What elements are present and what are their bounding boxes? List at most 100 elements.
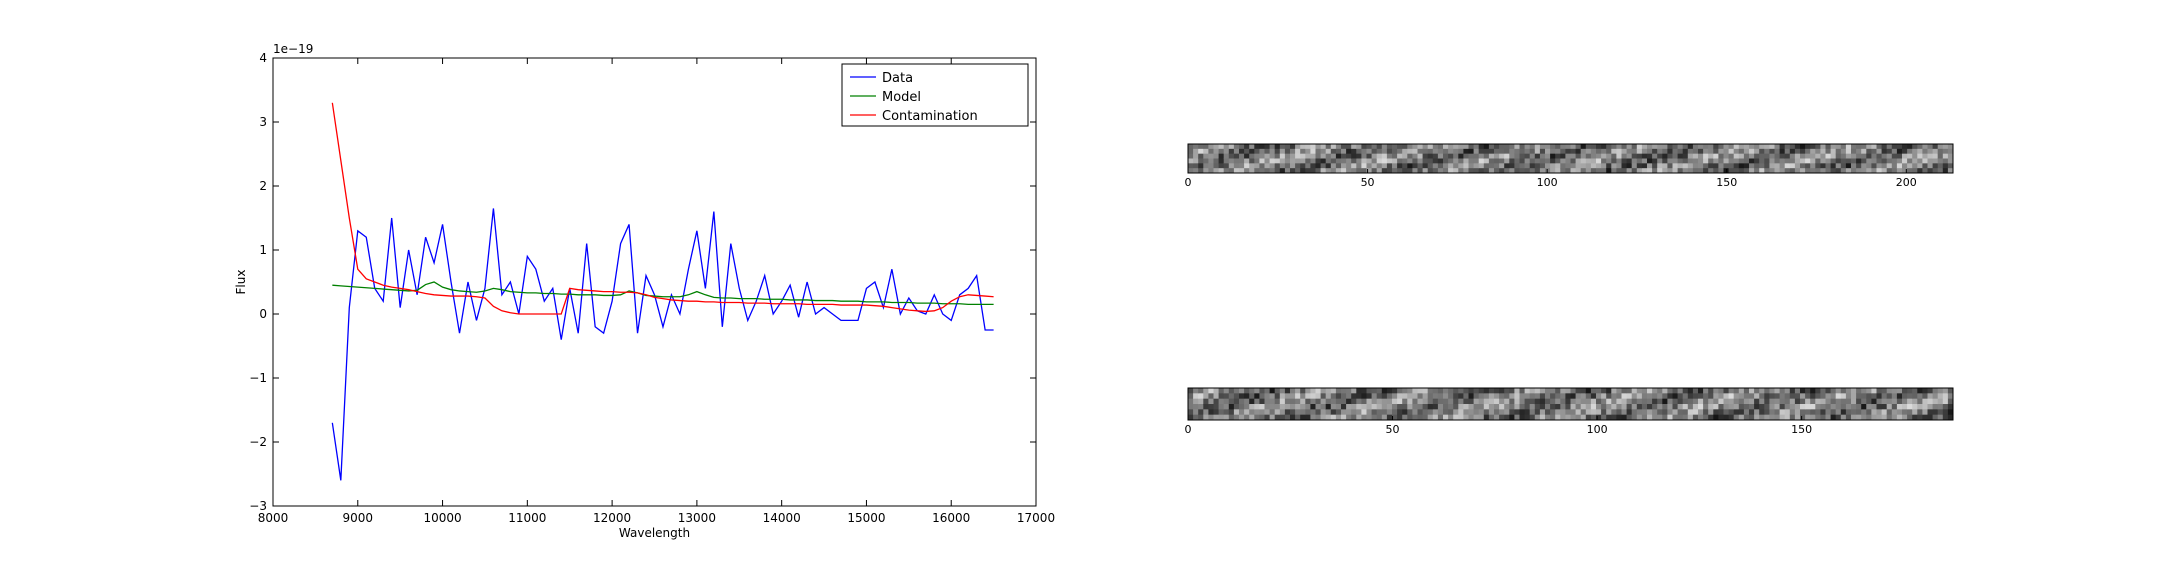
- image-pixel: [1208, 148, 1214, 155]
- image-pixel: [1845, 404, 1852, 410]
- image-pixel: [1488, 144, 1495, 150]
- image-pixel: [1611, 414, 1617, 421]
- image-pixel: [1733, 388, 1740, 394]
- image-pixel: [1330, 414, 1337, 421]
- image-pixel: [1453, 398, 1459, 405]
- image-pixel: [1866, 148, 1872, 155]
- image-pixel: [1861, 163, 1867, 169]
- image-pixel: [1626, 409, 1633, 416]
- image-pixel: [1494, 148, 1500, 155]
- image-pixel: [1866, 158, 1872, 164]
- image-pixel: [1830, 388, 1837, 394]
- image-pixel: [1443, 158, 1449, 164]
- image-pixel: [1427, 404, 1434, 410]
- image-pixel: [1193, 148, 1199, 155]
- image-pixel: [1310, 398, 1316, 405]
- image-pixel: [1504, 144, 1510, 150]
- image-pixel: [1494, 388, 1500, 394]
- image-pixel: [1555, 168, 1561, 174]
- image-pixel: [1473, 388, 1480, 394]
- image-pixel: [1534, 409, 1541, 416]
- image-pixel: [1698, 414, 1704, 421]
- image-pixel: [1504, 158, 1510, 164]
- image-pixel: [1636, 158, 1643, 164]
- image-pixel: [1728, 398, 1735, 405]
- image-pixel: [1672, 144, 1679, 150]
- image-pixel: [1565, 148, 1571, 155]
- image-pixel: [1463, 414, 1469, 421]
- image-pixel: [1539, 398, 1546, 405]
- image-pixel: [1264, 388, 1271, 394]
- image-pixel: [1458, 398, 1464, 405]
- image-pixel: [1728, 163, 1735, 169]
- image-pixel: [1264, 393, 1271, 400]
- image-pixel: [1437, 153, 1444, 159]
- image-pixel: [1320, 388, 1327, 394]
- image-pixel: [1891, 398, 1898, 405]
- y-axis-label: Flux: [234, 270, 248, 295]
- image-pixel: [1703, 163, 1709, 169]
- image-pixel: [1881, 414, 1888, 421]
- image-pixel: [1835, 388, 1842, 394]
- image-pixel: [1708, 398, 1714, 405]
- image-pixel: [1784, 398, 1791, 405]
- image-pixel: [1902, 158, 1908, 164]
- image-pixel: [1361, 388, 1367, 394]
- image-pixel: [1376, 409, 1383, 416]
- image-pixel: [1274, 153, 1281, 159]
- image-pixel: [1774, 148, 1781, 155]
- image-pixel: [1239, 144, 1245, 150]
- image-pixel: [1392, 398, 1398, 405]
- image-pixel: [1800, 388, 1806, 394]
- image-pixel: [1366, 398, 1373, 405]
- image-pixel: [1274, 163, 1281, 169]
- image-pixel: [1239, 404, 1245, 410]
- image-pixel: [1769, 148, 1775, 155]
- image-pixel: [1284, 388, 1291, 394]
- image-pixel: [1555, 398, 1561, 405]
- image-pixel: [1881, 163, 1888, 169]
- image-pixel: [1912, 168, 1918, 174]
- image-pixel: [1657, 144, 1663, 150]
- image-pixel: [1835, 168, 1842, 174]
- image-pixel: [1652, 388, 1658, 394]
- image-pixel: [1361, 393, 1367, 400]
- image-pixel: [1794, 414, 1801, 421]
- image-pixel: [1667, 163, 1673, 169]
- image-pixel: [1422, 163, 1429, 169]
- image-pixel: [1789, 409, 1796, 416]
- image-pixel: [1912, 158, 1918, 164]
- image-pixel: [1886, 163, 1893, 169]
- image-pixel: [1606, 409, 1612, 416]
- image-pixel: [1427, 393, 1434, 400]
- image-pixel: [1667, 393, 1673, 400]
- image-pixel: [1320, 144, 1327, 150]
- image-pixel: [1473, 168, 1480, 174]
- image-pixel: [1907, 393, 1913, 400]
- image-pixel: [1233, 148, 1240, 155]
- image-pixel: [1463, 398, 1469, 405]
- image-pixel: [1657, 388, 1663, 394]
- image-pixel: [1896, 398, 1903, 405]
- image-pixel: [1830, 414, 1837, 421]
- image-pixel: [1794, 404, 1801, 410]
- image-pixel: [1223, 163, 1230, 169]
- image-pixel: [1789, 404, 1796, 410]
- image-pixel: [1677, 404, 1684, 410]
- image-pixel: [1896, 393, 1903, 400]
- image-pixel: [1432, 393, 1439, 400]
- image-pixel: [1468, 388, 1475, 394]
- image-pixel: [1274, 398, 1281, 405]
- image-pixel: [1667, 144, 1673, 150]
- image-pixel: [1341, 153, 1347, 159]
- image-pixel: [1851, 153, 1857, 159]
- image-pixel: [1616, 404, 1622, 410]
- image-pixel: [1851, 168, 1857, 174]
- image-pixel: [1718, 158, 1724, 164]
- image-pixel: [1667, 414, 1673, 421]
- image-pixel: [1239, 398, 1245, 405]
- image-pixel: [1351, 404, 1357, 410]
- image-pixel: [1565, 153, 1571, 159]
- image-pixel: [1932, 404, 1939, 410]
- image-pixel: [1825, 144, 1832, 150]
